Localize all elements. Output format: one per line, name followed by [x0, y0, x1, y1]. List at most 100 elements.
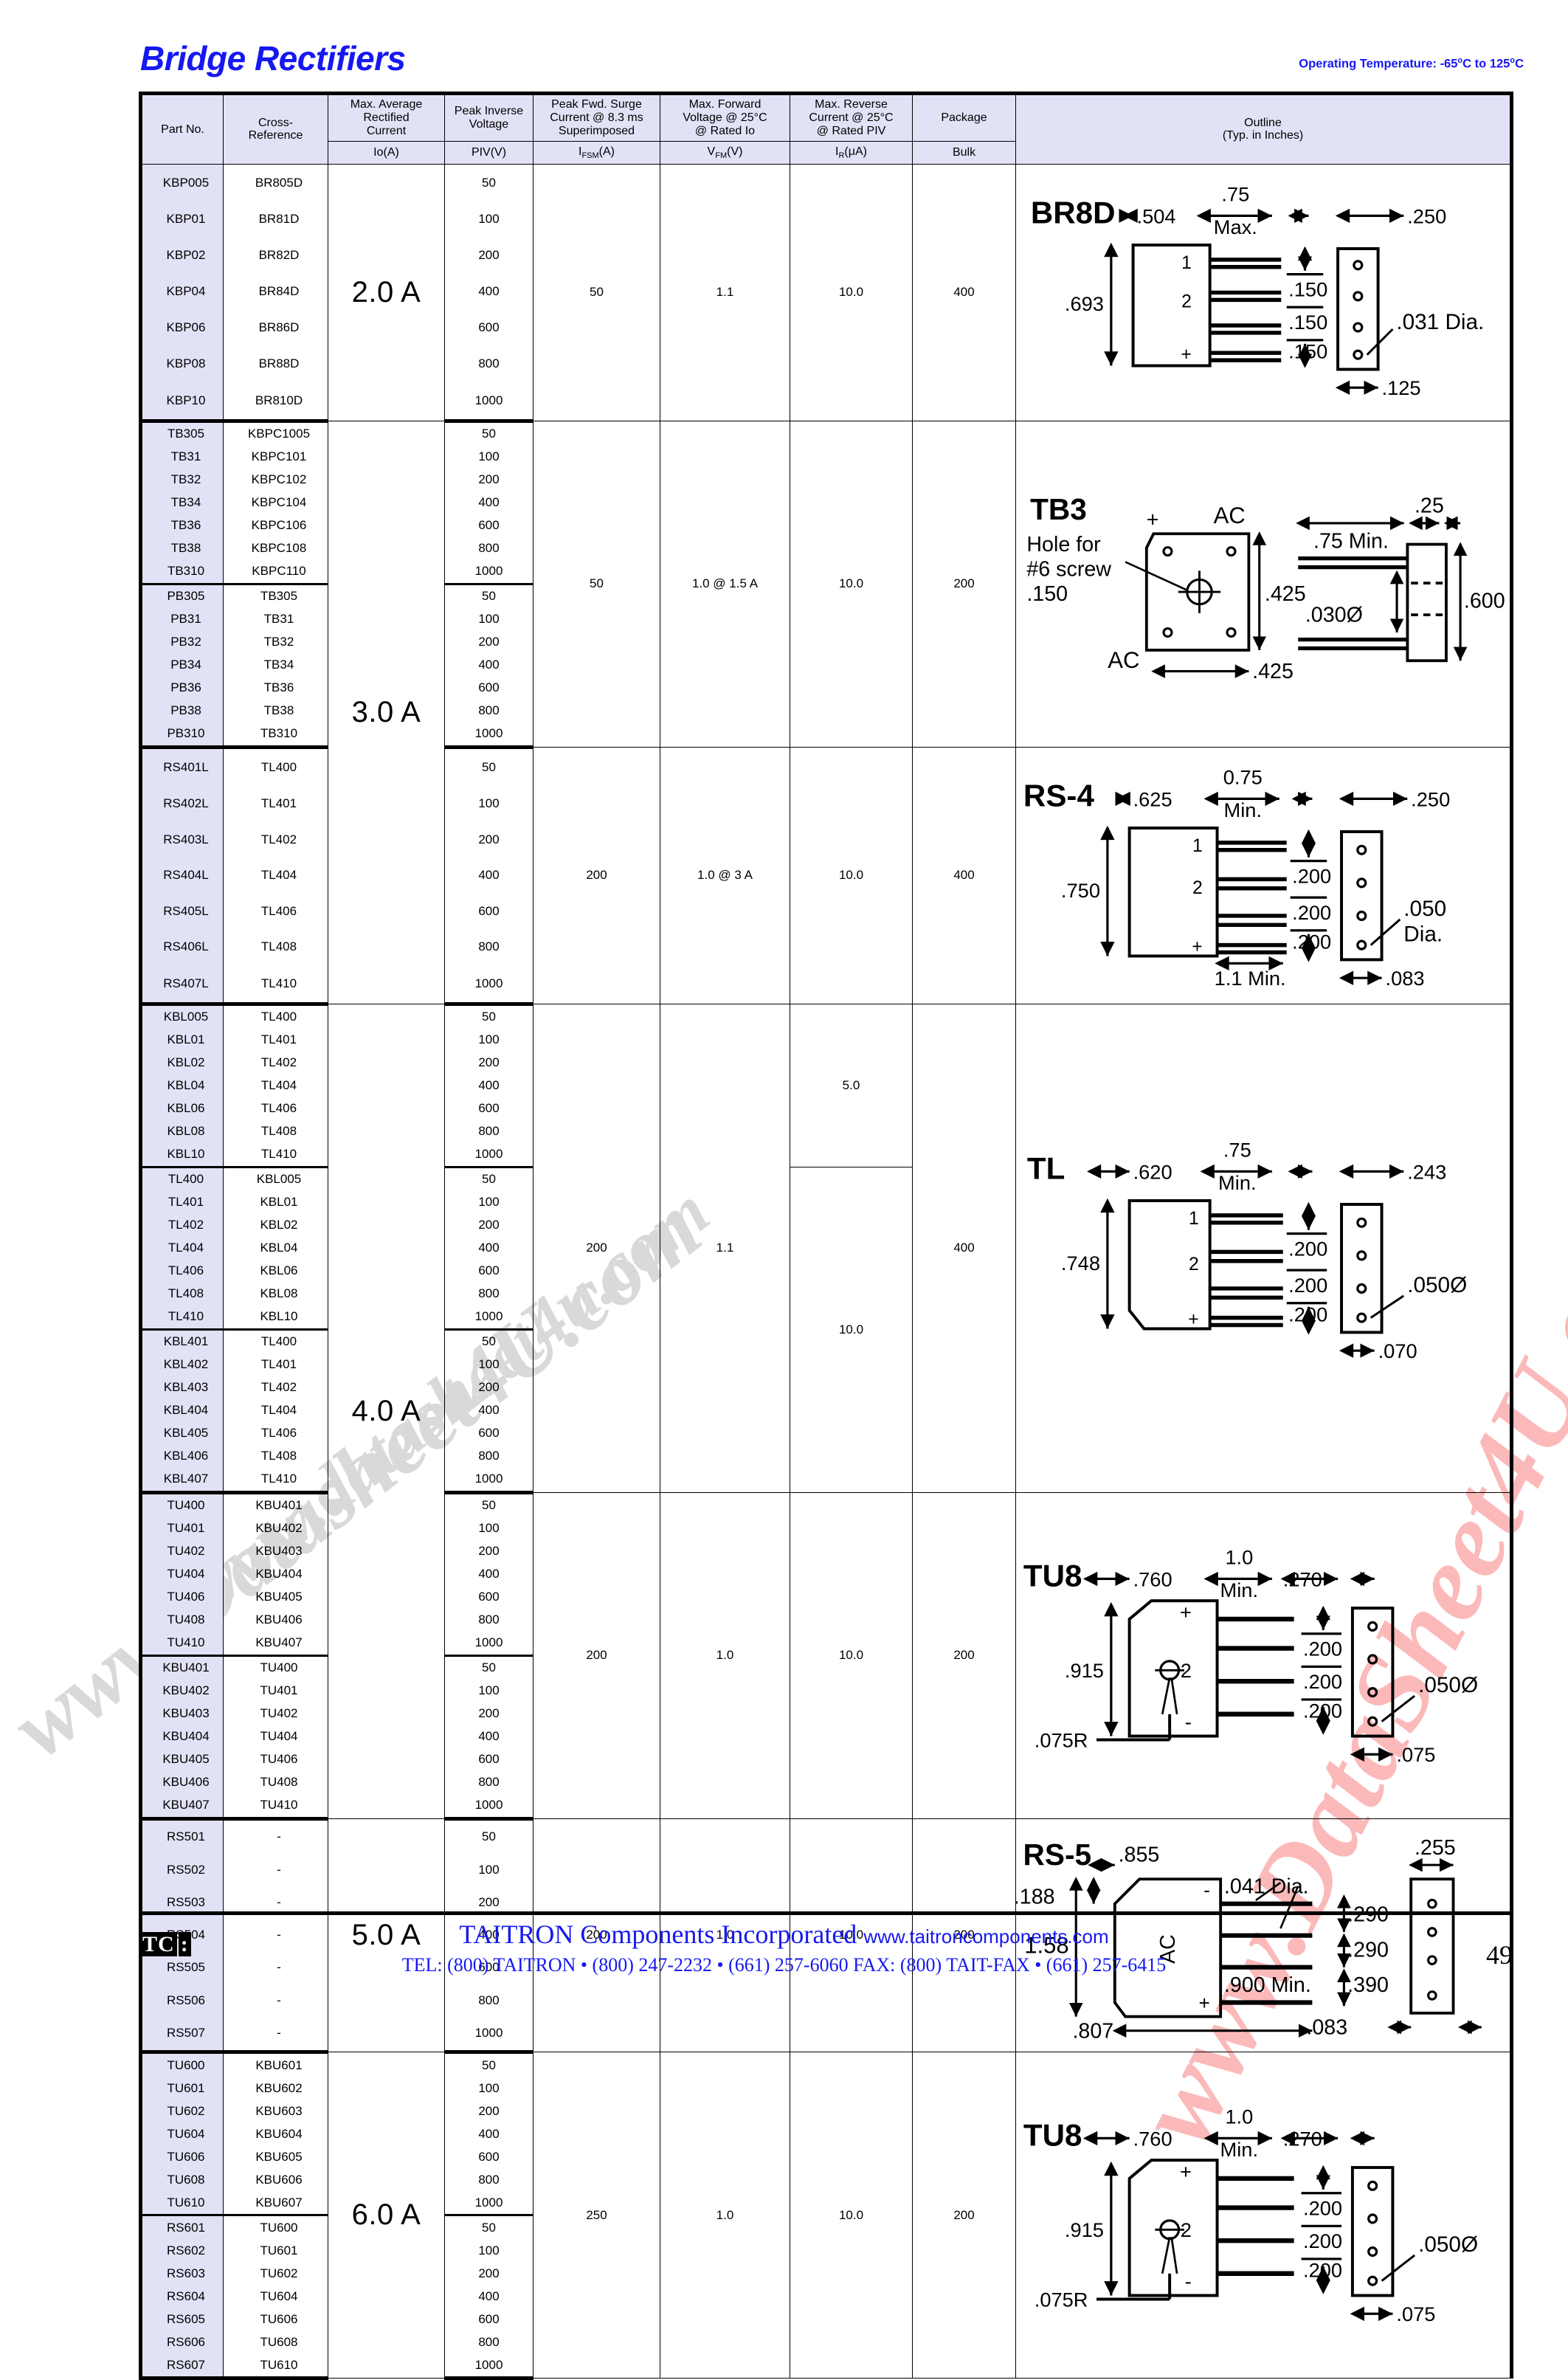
outline-drawing-tl: TL.748.620.75Min..24312+.200.200.200.050…: [1016, 1120, 1510, 1376]
part-number: RS604: [139, 2285, 224, 2308]
part-number: KBL405: [139, 1421, 224, 1445]
part-number: TU402: [139, 1539, 224, 1563]
io-rating: 4.0 A: [328, 1003, 445, 1819]
piv-value: 400: [444, 857, 533, 894]
outline-drawing-svg: TB3 Hole for#6 screw.150 + AC AC .425 .425 .75 …: [1026, 492, 1505, 683]
svg-text:#6 screw: #6 screw: [1026, 558, 1111, 582]
piv-value: 600: [444, 1585, 533, 1609]
cross-reference: BR82D: [223, 237, 328, 274]
svg-text:1.58: 1.58: [1024, 1932, 1068, 1958]
cross-reference: TL410: [223, 1467, 328, 1494]
part-number: KBP005: [139, 164, 224, 201]
piv-value: 800: [444, 1984, 533, 2017]
ifsm-value: 200: [533, 1003, 660, 1493]
part-number: KBP06: [139, 309, 224, 346]
cross-reference: KBL10: [223, 1305, 328, 1331]
piv-value: 50: [444, 584, 533, 608]
piv-value: 400: [444, 1725, 533, 1748]
outline-drawing-svg: TU8.915.7601.0Min..270+-2.200.200.200.07…: [1023, 1545, 1478, 1766]
part-number: RS602: [139, 2239, 224, 2263]
table-row: RS502- 100: [139, 1853, 1512, 1887]
svg-text:.900 Min.: .900 Min.: [1224, 1973, 1311, 1997]
package-bulk-qty: 400: [912, 163, 1016, 421]
cross-reference: TL400: [223, 1004, 328, 1029]
svg-text:+: +: [1192, 937, 1202, 956]
svg-text:-: -: [1185, 1710, 1192, 1733]
package-bulk-qty: 400: [912, 746, 1016, 1004]
piv-value: 200: [444, 237, 533, 274]
piv-value: 400: [444, 1074, 533, 1097]
io-rating: 3.0 A: [328, 420, 445, 1004]
cross-reference: TL401: [223, 1353, 328, 1376]
piv-value: 200: [444, 468, 533, 491]
svg-text:.760: .760: [1133, 2127, 1172, 2150]
table-row: TB34 KBPC104 400: [139, 491, 1512, 514]
svg-text:1: 1: [1192, 836, 1203, 856]
cross-reference: KBU406: [223, 1608, 328, 1632]
cross-reference: BR86D: [223, 309, 328, 346]
cross-reference: KBPC102: [223, 468, 328, 491]
page-number: 49: [1486, 1940, 1513, 1970]
piv-value: 1000: [444, 2191, 533, 2217]
cross-reference: -: [223, 1951, 328, 1984]
part-number: RS606: [139, 2331, 224, 2354]
piv-value: 50: [444, 1329, 533, 1353]
table-row: KBP08 BR88D 800: [139, 345, 1512, 382]
cross-reference: TU410: [223, 1793, 328, 1821]
piv-value: 100: [444, 785, 533, 822]
piv-value: 200: [444, 630, 533, 654]
io-rating: 6.0 A: [328, 2052, 445, 2379]
part-number: PB305: [139, 584, 224, 608]
svg-text:TL: TL: [1027, 1151, 1065, 1185]
svg-text:-: -: [1203, 1879, 1210, 1901]
cross-reference: KBL04: [223, 1236, 328, 1260]
table-row: KBL406 TL408 800: [139, 1444, 1512, 1468]
outline-tu8: TU8.915.7601.0Min..270+-2.200.200.200.07…: [1015, 2052, 1513, 2379]
svg-text:.070: .070: [1378, 1339, 1417, 1362]
svg-text:RS-4: RS-4: [1023, 778, 1095, 813]
ir-value: 10.0: [790, 1818, 913, 2053]
table-row: TU408 KBU406 800: [139, 1608, 1512, 1632]
svg-text:Dia.: Dia.: [1403, 922, 1443, 946]
svg-text:AC: AC: [1108, 647, 1139, 673]
piv-value: 600: [444, 893, 533, 930]
table-row: TB31 KBPC101 100: [139, 445, 1512, 469]
part-number: KBL01: [139, 1028, 224, 1052]
cross-reference: KBPC106: [223, 514, 328, 537]
part-number: KBL401: [139, 1329, 224, 1353]
company-website[interactable]: www.taitroncomponents.com: [863, 1925, 1109, 1948]
piv-value: 50: [444, 1004, 533, 1029]
svg-text:.425: .425: [1252, 660, 1294, 683]
piv-value: 600: [444, 514, 533, 537]
part-number: RS505: [139, 1951, 224, 1984]
piv-value: 600: [444, 1951, 533, 1984]
svg-text:+: +: [1181, 345, 1191, 365]
part-number: TL401: [139, 1190, 224, 1214]
col-header-ifsm: Peak Fwd. Surge Current @ 8.3 ms Superimpo…: [533, 92, 660, 142]
table-row: TL410 KBL10 1000: [139, 1305, 1512, 1331]
svg-text:.200: .200: [1288, 1274, 1327, 1297]
svg-text:.188: .188: [1016, 1885, 1055, 1908]
svg-text:Min.: Min.: [1218, 1171, 1256, 1194]
cross-reference: TL400: [223, 747, 328, 786]
cross-reference: TL401: [223, 1028, 328, 1052]
package-bulk-qty: 200: [912, 2052, 1016, 2379]
piv-value: 50: [444, 164, 533, 201]
svg-text:1: 1: [1189, 1209, 1199, 1229]
svg-text:AC: AC: [1156, 1934, 1180, 1964]
part-number: KBL08: [139, 1120, 224, 1143]
unit-vfm: VFM(V): [660, 140, 790, 165]
part-number: TU401: [139, 1517, 224, 1540]
table-row: TB36 KBPC106 600: [139, 514, 1512, 537]
table-row: KBP02 BR82D 200: [139, 237, 1512, 274]
part-number: RS607: [139, 2353, 224, 2380]
part-number: PB36: [139, 676, 224, 700]
piv-value: 1000: [444, 722, 533, 749]
vfm-value: 1.1: [660, 163, 790, 421]
cross-reference: KBPC108: [223, 537, 328, 560]
table-row: RS407L TL410 1000: [139, 965, 1512, 1006]
vfm-value: 1.0: [660, 1818, 790, 2053]
piv-value: 50: [444, 1818, 533, 1854]
cross-reference: TU400: [223, 1655, 328, 1680]
cross-reference: -: [223, 1919, 328, 1952]
